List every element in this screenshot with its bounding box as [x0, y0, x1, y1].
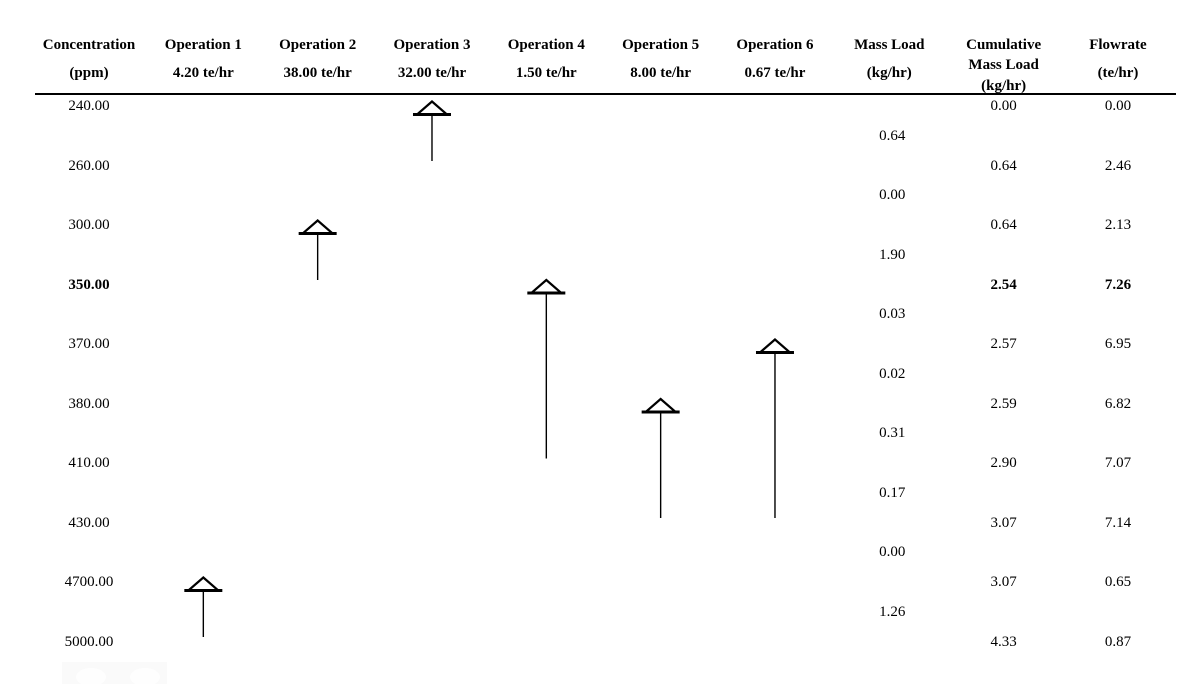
flowrate-value: 2.13 [1104, 217, 1132, 233]
concentration-label: 430.00 [68, 514, 110, 531]
column-header-operation-2: Operation 2 38.00 te/hr [243, 37, 393, 95]
column-header-line: Concentration [42, 37, 136, 53]
mass-load-value: 1.90 [879, 246, 906, 263]
operation-arrow-3 [412, 100, 451, 161]
concentration-label: 410.00 [68, 455, 110, 471]
column-header-concentration: Concentration (ppm) [14, 37, 164, 95]
cumulative-mass-load-value: 0.64 [990, 157, 1017, 174]
arrow-head-icon [642, 397, 679, 414]
concentration-label: 4700.00 [64, 574, 114, 590]
mass-load-value: 0.02 [879, 365, 906, 382]
mass-load-value: 0.17 [879, 484, 906, 501]
column-header-line: Operation 2 [279, 37, 357, 53]
cumulative-mass-load-value: 0.64 [990, 217, 1017, 233]
mass-load-value: 0.31 [879, 425, 906, 442]
flowrate-value: 7.07 [1104, 455, 1132, 471]
column-header-line: Operation 1 [164, 37, 242, 53]
mass-load-value: 0.00 [879, 544, 906, 561]
column-header-operation-1: Operation 1 4.20 te/hr [128, 37, 278, 95]
column-header-line: 38.00 te/hr [283, 65, 352, 81]
flowrate-value: 0.65 [1104, 574, 1132, 590]
operation-arrow-4 [527, 278, 566, 459]
column-header-line: Cumulative [966, 37, 1042, 53]
mass-load-value: 0.00 [879, 187, 906, 204]
column-header-line: Mass Load [854, 37, 925, 53]
column-header-line: (kg/hr) [866, 65, 912, 81]
cumulative-mass-load-value: 2.57 [990, 336, 1017, 352]
flowrate-value: 6.82 [1104, 395, 1132, 412]
column-header-line: 32.00 te/hr [397, 65, 467, 81]
column-header-line: 1.50 te/hr [515, 65, 577, 81]
column-header-line: 4.20 te/hr [172, 65, 234, 81]
column-header-operation-4: Operation 4 1.50 te/hr [471, 37, 621, 95]
column-header-line: Operation 3 [393, 37, 471, 53]
mass-load-value: 0.03 [879, 306, 906, 323]
column-header-line: Mass Load [968, 57, 1039, 73]
flowrate-value: 7.26 [1104, 276, 1132, 293]
column-header-mass-load: Mass Load (kg/hr) [814, 37, 964, 95]
mass-load-value: 0.64 [879, 127, 906, 144]
column-header-line: 8.00 te/hr [630, 65, 692, 81]
operation-arrow-2 [298, 219, 337, 280]
concentration-label: 300.00 [68, 217, 110, 233]
column-header-line: Operation 6 [736, 37, 814, 53]
arrow-head-icon [528, 278, 565, 295]
cumulative-mass-load-value: 4.33 [990, 633, 1017, 650]
column-header-line: (ppm) [69, 65, 109, 81]
concentration-label: 260.00 [68, 157, 110, 174]
cumulative-mass-load-value: 3.07 [990, 514, 1017, 531]
column-header-operation-5: Operation 5 8.00 te/hr [586, 37, 736, 95]
watermark-box [62, 662, 167, 684]
flowrate-value: 6.95 [1104, 336, 1132, 352]
operation-arrow-6 [755, 338, 794, 518]
watermark-glyph [130, 668, 160, 684]
operation-arrow-1 [184, 576, 223, 637]
operation-arrow-5 [641, 397, 680, 518]
column-header-line: Operation 5 [622, 37, 700, 53]
cumulative-mass-load-value: 2.90 [990, 455, 1017, 471]
arrow-head-icon [414, 100, 450, 116]
concentration-label: 370.00 [68, 336, 110, 352]
flowrate-value: 2.46 [1104, 157, 1132, 174]
arrow-head-icon [299, 219, 336, 235]
watermark-glyph [76, 668, 106, 684]
flowrate-value: 0.87 [1104, 633, 1132, 650]
column-header-line: Operation 4 [507, 37, 585, 53]
arrow-head-icon [185, 576, 222, 592]
column-header-operation-6: Operation 6 0.67 te/hr [700, 37, 850, 95]
cumulative-mass-load-value: 2.54 [990, 276, 1017, 293]
concentration-label: 350.00 [68, 276, 110, 293]
cumulative-mass-load-value: 3.07 [990, 574, 1017, 590]
concentration-label: 240.00 [68, 98, 110, 114]
concentration-label: 380.00 [68, 395, 110, 412]
column-header-line: (te/hr) [1097, 65, 1139, 81]
flowrate-value: 7.14 [1104, 514, 1132, 531]
column-header-operation-3: Operation 3 32.00 te/hr [357, 37, 507, 95]
column-header-cumulative-mass-load: Cumulative Mass Load (kg/hr) [929, 37, 1079, 95]
column-header-flowrate: Flowrate (te/hr) [1043, 37, 1193, 95]
arrow-head-icon [757, 338, 793, 354]
column-header-line: (kg/hr) [981, 78, 1027, 94]
column-header-line: Flowrate [1089, 37, 1147, 53]
cumulative-mass-load-value: 0.00 [990, 98, 1017, 114]
column-header-line: 0.67 te/hr [744, 65, 806, 81]
concentration-label: 5000.00 [64, 633, 114, 650]
flowrate-value: 0.00 [1104, 98, 1132, 114]
header-rule [35, 93, 1176, 95]
mass-load-value: 1.26 [879, 603, 906, 620]
cumulative-mass-load-value: 2.59 [990, 395, 1017, 412]
